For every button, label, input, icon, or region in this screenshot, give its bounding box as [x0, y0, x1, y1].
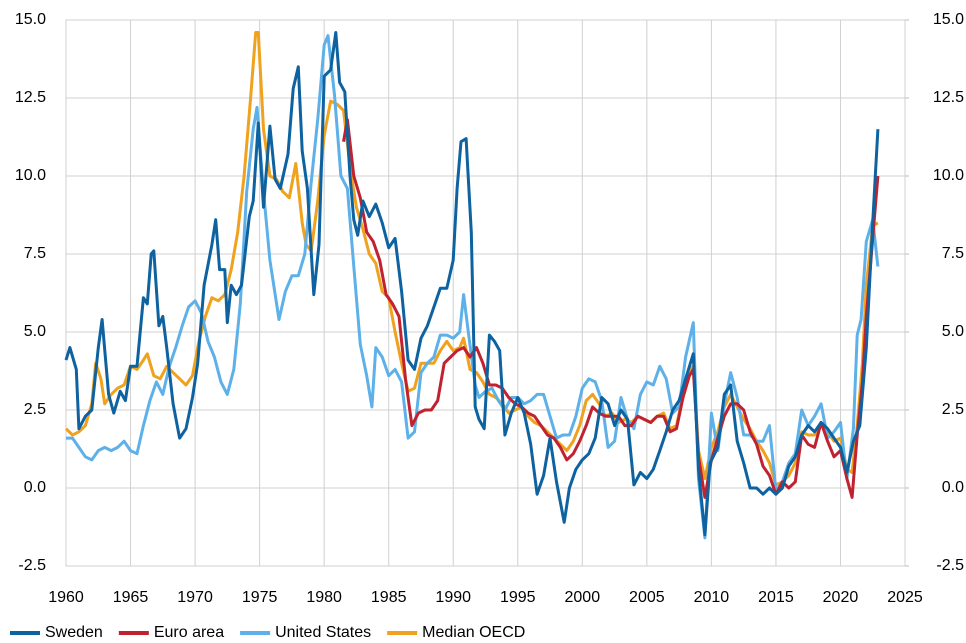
- legend-label: Sweden: [45, 624, 103, 641]
- x-tick-label: 1980: [306, 589, 342, 606]
- x-tick-label: 1960: [48, 589, 84, 606]
- legend-label: Euro area: [154, 624, 224, 641]
- series-line: [64, 31, 880, 537]
- x-tick-label: 2010: [694, 589, 730, 606]
- y2-tick-label: 7.5: [942, 245, 964, 262]
- x-tick-label: 2000: [565, 589, 601, 606]
- legend-label: United States: [275, 624, 371, 641]
- x-tick-label: 1970: [177, 589, 213, 606]
- y-tick-label: 2.5: [24, 401, 46, 418]
- y-tick-label: 10.0: [15, 167, 46, 184]
- x-tick-label: 1985: [371, 589, 407, 606]
- x-tick-label: 2005: [629, 589, 665, 606]
- series-line: [342, 118, 880, 499]
- y2-tick-label: 12.5: [933, 89, 964, 106]
- legend-label: Median OECD: [422, 624, 525, 641]
- y-tick-label: 15.0: [15, 11, 46, 28]
- x-tick-label: 2025: [887, 589, 923, 606]
- x-tick-label: 1995: [500, 589, 536, 606]
- x-tick-label: 1990: [435, 589, 471, 606]
- y-tick-label: 7.5: [24, 245, 46, 262]
- y2-tick-label: 15.0: [933, 11, 964, 28]
- y-tick-label: -2.5: [18, 557, 46, 574]
- x-tick-label: 2015: [758, 589, 794, 606]
- y2-tick-label: -2.5: [936, 557, 964, 574]
- y-tick-label: 5.0: [24, 323, 46, 340]
- series-line: [66, 34, 880, 540]
- y2-tick-label: 5.0: [942, 323, 964, 340]
- y2-tick-label: 2.5: [942, 401, 964, 418]
- x-tick-label: 2020: [823, 589, 859, 606]
- x-tick-label: 1965: [113, 589, 149, 606]
- y-tick-label: 0.0: [24, 479, 46, 496]
- x-tick-label: 1975: [242, 589, 278, 606]
- y2-tick-label: 0.0: [942, 479, 964, 496]
- y-tick-label: 12.5: [15, 89, 46, 106]
- y2-tick-label: 10.0: [933, 167, 964, 184]
